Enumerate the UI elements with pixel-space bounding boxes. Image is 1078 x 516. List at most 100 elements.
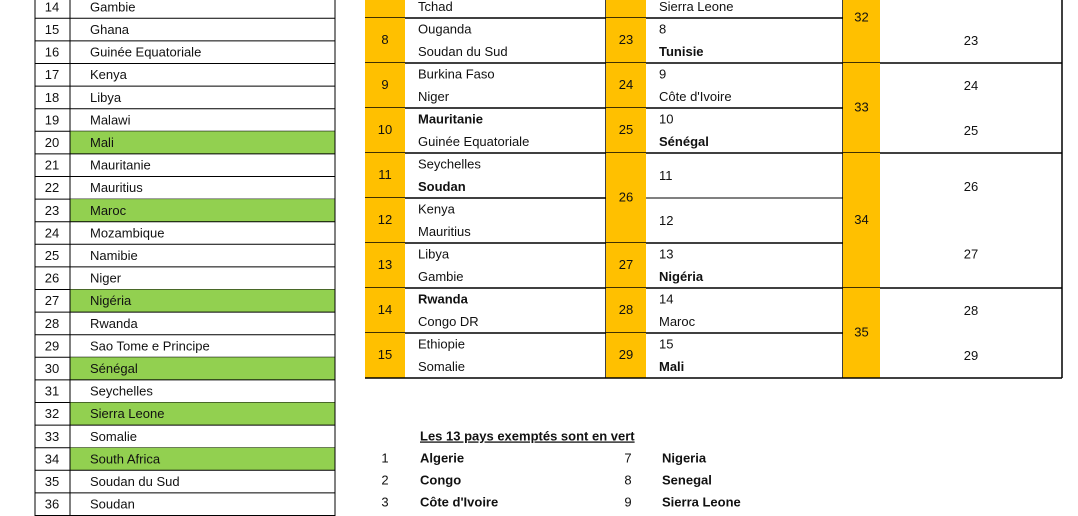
country-name: Kenya (90, 67, 128, 82)
pair-entry: 15 (659, 337, 673, 352)
pair-entry: 23 (964, 33, 978, 48)
pair-entry: Sénégal (659, 134, 709, 149)
group-number: 28 (619, 302, 633, 317)
country-name: Seychelles (90, 384, 153, 399)
row-number: 24 (45, 225, 59, 240)
group-cell (365, 243, 405, 288)
group-cell (365, 198, 405, 243)
group-cell (606, 243, 646, 288)
pair-entry: Burkina Faso (418, 67, 495, 82)
group-cell (606, 0, 646, 18)
row-number: 18 (45, 90, 59, 105)
pair-entry: Ethiopie (418, 337, 465, 352)
group-cell (606, 63, 646, 108)
group-cell (365, 0, 405, 18)
pair-entry: Sierra Leone (659, 0, 733, 14)
group-number: 35 (854, 324, 868, 339)
pair-entry: Congo DR (418, 314, 479, 329)
legend-country: Congo (420, 472, 461, 487)
group-cell (843, 63, 880, 153)
highlight (70, 357, 335, 380)
group-cell (843, 288, 880, 378)
group-number: 12 (378, 212, 392, 227)
pair-entry: 11 (659, 168, 673, 183)
pair-entry: Seychelles (418, 157, 481, 172)
group-cell (606, 18, 646, 63)
group-number: 26 (619, 189, 633, 204)
legend-number: 1 (381, 450, 388, 465)
country-name: Guinée Equatoriale (90, 45, 201, 60)
pair-entry: 25 (964, 123, 978, 138)
pair-entry: Côte d'Ivoire (659, 89, 732, 104)
row-number: 35 (45, 474, 59, 489)
country-name: Gambie (90, 0, 136, 14)
legend-country: Nigeria (662, 450, 707, 465)
pair-entry: 12 (659, 213, 673, 228)
country-name: Mauritanie (90, 158, 151, 173)
row-number: 23 (45, 203, 59, 218)
row-number: 29 (45, 338, 59, 353)
pair-entry: Maroc (659, 314, 696, 329)
row-number: 21 (45, 158, 59, 173)
country-name: Sierra Leone (90, 406, 164, 421)
legend-number: 8 (624, 472, 631, 487)
pair-entry: Soudan (418, 179, 466, 194)
group-number: 13 (378, 257, 392, 272)
country-name: Ghana (90, 22, 130, 37)
group-cell (365, 333, 405, 378)
group-number: 32 (854, 9, 868, 24)
country-name: Mali (90, 135, 114, 150)
country-name: Sénégal (90, 361, 138, 376)
country-name: South Africa (90, 451, 161, 466)
group-number: 33 (854, 99, 868, 114)
row-number: 33 (45, 429, 59, 444)
pair-entry: Rwanda (418, 292, 469, 307)
pair-entry: Niger (418, 89, 450, 104)
country-name: Soudan (90, 497, 135, 512)
row-number: 31 (45, 384, 59, 399)
country-name: Nigéria (90, 293, 132, 308)
pair-entry: Mauritius (418, 224, 471, 239)
pair-entry: 28 (964, 303, 978, 318)
row-number: 14 (45, 0, 59, 14)
group-number: 24 (619, 77, 633, 92)
pair-entry: Nigéria (659, 269, 704, 284)
group-number: 9 (381, 77, 388, 92)
pair-entry: 10 (659, 112, 673, 127)
group-cell (843, 0, 880, 63)
group-number: 15 (378, 347, 392, 362)
legend-country: Côte d'Ivoire (420, 494, 498, 509)
highlight (70, 402, 335, 426)
pair-entry: Somalie (418, 359, 465, 374)
pair-entry: 27 (964, 247, 978, 262)
group-number: 10 (378, 122, 392, 137)
country-name: Soudan du Sud (90, 474, 180, 489)
pair-entry: Ouganda (418, 22, 472, 37)
row-number: 20 (45, 135, 59, 150)
group-number: 34 (854, 212, 868, 227)
group-cell (365, 108, 405, 153)
row-number: 22 (45, 180, 59, 195)
row-number: 32 (45, 406, 59, 421)
group-cell (365, 63, 405, 108)
highlight (70, 447, 335, 471)
legend-title: Les 13 pays exemptés sont en vert (420, 428, 635, 443)
highlight (70, 131, 335, 154)
country-name: Sao Tome e Principe (90, 338, 210, 353)
pair-entry: 24 (964, 78, 978, 93)
group-cell (365, 288, 405, 333)
group-number: 8 (381, 32, 388, 47)
pair-entry: Soudan du Sud (418, 44, 508, 59)
group-cell (365, 153, 405, 198)
group-number: 29 (619, 347, 633, 362)
country-name: Mozambique (90, 225, 164, 240)
group-number: 27 (619, 257, 633, 272)
group-number: 22 (619, 0, 633, 2)
legend-country: Senegal (662, 472, 712, 487)
country-name: Maroc (90, 203, 127, 218)
group-number: 14 (378, 302, 392, 317)
group-cell (606, 333, 646, 378)
pair-entry: Kenya (418, 202, 456, 217)
